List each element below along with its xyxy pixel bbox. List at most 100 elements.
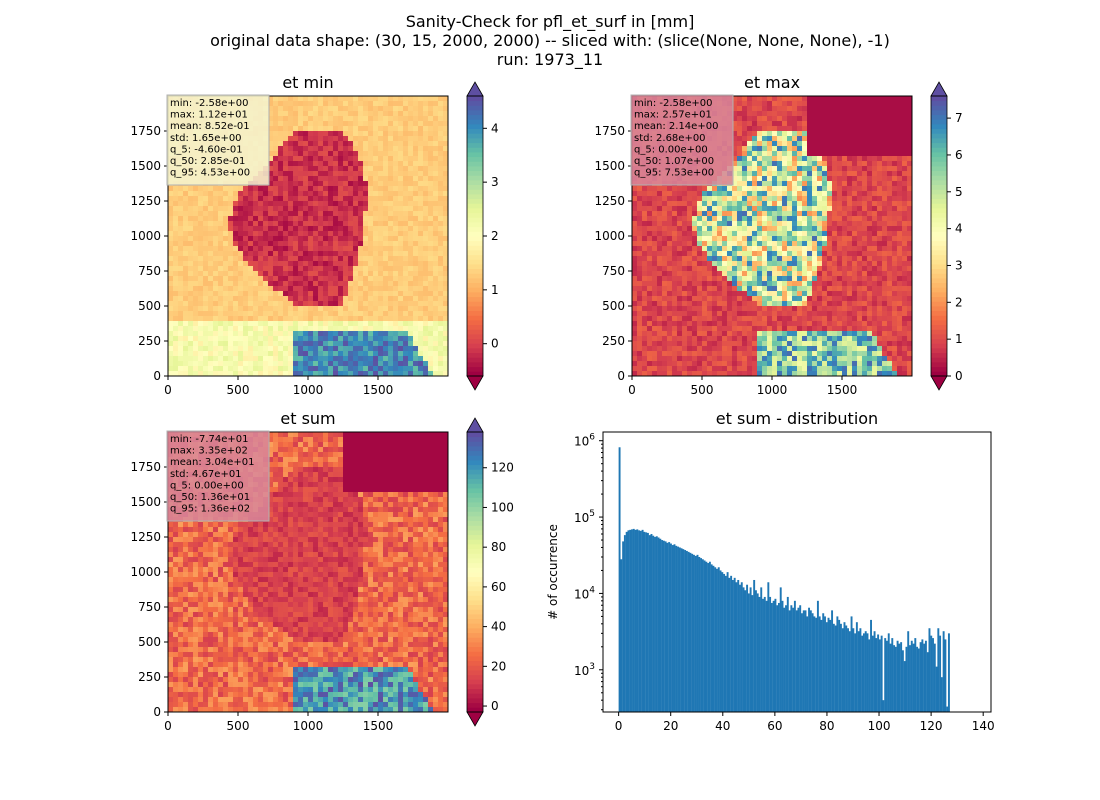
- heatmap-cell: [443, 266, 449, 272]
- heatmap-cell: [767, 126, 773, 132]
- heatmap-cell: [273, 331, 279, 337]
- heatmap-cell: [732, 321, 738, 327]
- heatmap-cell: [398, 236, 404, 242]
- heatmap-cell: [393, 371, 399, 377]
- heatmap-cell: [762, 346, 768, 352]
- heatmap-cell: [393, 126, 399, 132]
- heatmap-cell: [283, 141, 289, 147]
- heatmap-cell: [398, 351, 404, 357]
- heatmap-cell: [223, 361, 229, 367]
- heatmap-cell: [413, 266, 419, 272]
- heatmap-cell: [722, 361, 728, 367]
- heatmap-cell: [263, 321, 269, 327]
- heatmap-cell: [288, 226, 294, 232]
- heatmap-cell: [383, 136, 389, 142]
- heatmap-cell: [403, 101, 409, 107]
- heatmap-cell: [283, 346, 289, 352]
- heatmap-cell: [707, 351, 713, 357]
- heatmap-cell: [667, 236, 673, 242]
- heatmap-cell: [243, 231, 249, 237]
- heatmap-cell: [393, 221, 399, 227]
- heatmap-cell: [383, 221, 389, 227]
- heatmap-cell: [328, 136, 334, 142]
- heatmap-cell: [228, 246, 234, 252]
- heatmap-cell: [752, 251, 758, 257]
- heatmap-cell: [657, 366, 663, 372]
- heatmap-cell: [248, 311, 254, 317]
- heatmap-cell: [408, 221, 414, 227]
- heatmap-cell: [198, 266, 204, 272]
- heatmap-cell: [193, 346, 199, 352]
- heatmap-cell: [303, 261, 309, 267]
- heatmap-cell: [388, 301, 394, 307]
- heatmap-cell: [318, 96, 324, 102]
- heatmap-cell: [338, 161, 344, 167]
- heatmap-cell: [413, 316, 419, 322]
- heatmap-cell: [208, 286, 214, 292]
- heatmap-cell: [303, 281, 309, 287]
- heatmap-cell: [403, 371, 409, 377]
- heatmap-cell: [223, 291, 229, 297]
- heatmap-cell: [178, 241, 184, 247]
- heatmap-cell: [333, 371, 339, 377]
- heatmap-cell: [757, 296, 763, 302]
- heatmap-cell: [438, 106, 444, 112]
- heatmap-cell: [213, 321, 219, 327]
- heatmap-cell: [418, 141, 424, 147]
- heatmap-cell: [183, 251, 189, 257]
- heatmap-cell: [378, 206, 384, 212]
- heatmap-cell: [737, 316, 743, 322]
- heatmap-cell: [283, 221, 289, 227]
- heatmap-cell: [353, 121, 359, 127]
- heatmap-cell: [383, 151, 389, 157]
- heatmap-cell: [428, 161, 434, 167]
- heatmap-cell: [263, 336, 269, 342]
- heatmap-cell: [388, 186, 394, 192]
- heatmap-cell: [702, 241, 708, 247]
- heatmap-cell: [652, 276, 658, 282]
- heatmap-cell: [368, 181, 374, 187]
- heatmap-cell: [657, 301, 663, 307]
- heatmap-cell: [762, 156, 768, 162]
- heatmap-cell: [393, 156, 399, 162]
- heatmap-cell: [438, 246, 444, 252]
- heatmap-cell: [697, 281, 703, 287]
- heatmap-cell: [283, 211, 289, 217]
- heatmap-cell: [423, 201, 429, 207]
- heatmap-cell: [383, 231, 389, 237]
- heatmap-cell: [323, 151, 329, 157]
- heatmap-cell: [303, 231, 309, 237]
- colorbar-segment: [467, 273, 483, 279]
- heatmap-cell: [702, 231, 708, 237]
- heatmap-cell: [782, 221, 788, 227]
- heatmap-cell: [378, 251, 384, 257]
- heatmap-cell: [398, 251, 404, 257]
- heatmap-cell: [757, 351, 763, 357]
- heatmap-cell: [343, 281, 349, 287]
- heatmap-cell: [672, 266, 678, 272]
- heatmap-cell: [642, 306, 648, 312]
- figure-title: Sanity-Check for pfl_et_surf in [mm] ori…: [0, 12, 1100, 69]
- colorbar-segment: [467, 287, 483, 293]
- heatmap-cell: [313, 296, 319, 302]
- heatmap-cell: [657, 186, 663, 192]
- heatmap-cell: [313, 371, 319, 377]
- heatmap-image: [632, 96, 913, 377]
- heatmap-cell: [358, 346, 364, 352]
- heatmap-cell: [178, 266, 184, 272]
- heatmap-cell: [722, 336, 728, 342]
- heatmap-cell: [752, 241, 758, 247]
- heatmap-cell: [323, 211, 329, 217]
- heatmap-cell: [293, 216, 299, 222]
- heatmap-cell: [403, 296, 409, 302]
- heatmap-cell: [662, 256, 668, 262]
- heatmap-cell: [737, 151, 743, 157]
- heatmap-cell: [702, 286, 708, 292]
- heatmap-cell: [707, 341, 713, 347]
- heatmap-cell: [712, 231, 718, 237]
- heatmap-cell: [358, 171, 364, 177]
- heatmap-cell: [428, 146, 434, 152]
- heatmap-cell: [413, 326, 419, 332]
- heatmap-cell: [707, 281, 713, 287]
- heatmap-cell: [213, 246, 219, 252]
